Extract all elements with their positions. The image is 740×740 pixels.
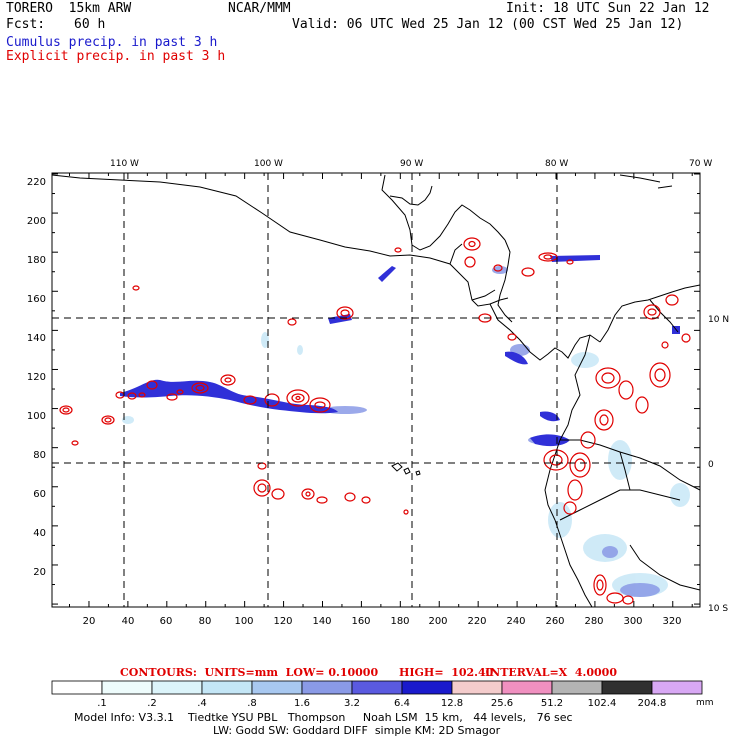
cumulus-heavy-areas (120, 255, 680, 447)
lon-label: 110 W (110, 159, 139, 169)
legend-label: 25.6 (491, 698, 513, 709)
x-tick-label: 200 (428, 616, 447, 627)
legend-label: 6.4 (394, 698, 410, 709)
model-info: Model Info: V3.3.1 Tiedtke YSU PBL Thomp… (74, 711, 573, 724)
x-tick-label: 120 (273, 616, 292, 627)
x-tick-labels: 20 40 60 80 100 120 140 160 180 200 220 … (83, 616, 682, 627)
x-tick-label: 80 (199, 616, 212, 627)
legend-label: 12.8 (441, 698, 463, 709)
x-tick-label: 300 (623, 616, 642, 627)
x-tick-label: 100 (234, 616, 253, 627)
lon-label: 100 W (254, 159, 283, 169)
y-tick-label: 80 (33, 450, 46, 461)
forecast-label: Fcst: (6, 17, 46, 32)
legend-colorbar (51, 680, 703, 695)
precip-fields (120, 255, 690, 597)
lon-label: 80 W (545, 159, 568, 169)
legend-label: 204.8 (638, 698, 667, 709)
graticule (52, 173, 700, 607)
cumulus-light-areas (122, 332, 690, 597)
legend-label: .2 (147, 698, 157, 709)
forecast-hour: 60 h (74, 17, 106, 32)
lat-label: 10 N (708, 315, 729, 325)
cumulus-mid-areas (323, 266, 660, 597)
legend-swatch (451, 680, 503, 695)
x-tick-label: 40 (122, 616, 135, 627)
lat-label: 10 S (708, 604, 728, 614)
contour-interval: INTERVAL=X 4.0000 (485, 666, 617, 679)
x-tick-label: 160 (351, 616, 370, 627)
y-tick-label: 100 (27, 411, 46, 422)
y-tick-label: 220 (27, 177, 46, 188)
legend-swatch (51, 680, 103, 695)
x-tick-label: 240 (506, 616, 525, 627)
y-tick-label: 200 (27, 216, 46, 227)
lon-labels: 110 W 100 W 90 W 80 W 70 W (110, 159, 712, 169)
x-tick-label: 320 (662, 616, 681, 627)
map-frame (51, 172, 701, 608)
model-physics: LW: Godd SW: Goddard DIFF simple KM: 2D … (213, 724, 501, 737)
organization: NCAR/MMM (228, 1, 291, 16)
legend-label: 1.6 (294, 698, 310, 709)
y-tick-labels: 220 200 180 160 140 120 100 80 60 40 20 (27, 177, 46, 578)
legend-label: 3.2 (344, 698, 360, 709)
x-tick-label: 60 (160, 616, 173, 627)
y-tick-label: 60 (33, 489, 46, 500)
legend-swatch (551, 680, 603, 695)
lon-label: 90 W (400, 159, 423, 169)
legend-swatch (351, 680, 403, 695)
model-name: TORERO 15km ARW (6, 1, 132, 16)
x-tick-label: 260 (545, 616, 564, 627)
legend-unit: mm (696, 698, 714, 708)
legend-swatch (151, 680, 203, 695)
legend-swatch (401, 680, 453, 695)
legend-swatch (201, 680, 253, 695)
x-tick-label: 20 (83, 616, 96, 627)
axis-ticks (52, 173, 700, 607)
y-tick-label: 160 (27, 294, 46, 305)
contour-units: CONTOURS: UNITS=mm LOW= 0.10000 (120, 666, 379, 679)
legend-swatch (301, 680, 353, 695)
y-tick-label: 120 (27, 372, 46, 383)
x-tick-label: 180 (390, 616, 409, 627)
lat-labels: 10 N 0 10 S (708, 315, 729, 614)
y-tick-label: 180 (27, 255, 46, 266)
legend-label: 102.4 (588, 698, 617, 709)
x-tick-label: 220 (467, 616, 486, 627)
init-time: Init: 18 UTC Sun 22 Jan 12 (506, 1, 710, 16)
legend-swatch (251, 680, 303, 695)
y-tick-label: 20 (33, 567, 46, 578)
legend-swatch (651, 680, 703, 695)
lon-label: 70 W (689, 159, 712, 169)
y-tick-label: 140 (27, 333, 46, 344)
x-tick-label: 140 (312, 616, 331, 627)
legend-swatch (601, 680, 653, 695)
legend-label: .8 (247, 698, 257, 709)
cumulus-precip-label: Cumulus precip. in past 3 h (6, 35, 218, 50)
valid-time: Valid: 06 UTC Wed 25 Jan 12 (00 CST Wed … (292, 17, 684, 32)
explicit-precip-label: Explicit precip. in past 3 h (6, 49, 226, 64)
legend-swatch (501, 680, 553, 695)
legend-label: 51.2 (541, 698, 563, 709)
legend-label: .4 (197, 698, 207, 709)
legend-label: .1 (97, 698, 107, 709)
contour-high: HIGH= 102.40 (399, 666, 494, 679)
legend-labels: .1 .2 .4 .8 1.6 3.2 6.4 12.8 25.6 51.2 102.4 204.8 (97, 698, 666, 709)
y-tick-label: 40 (33, 528, 46, 539)
lat-label: 0 (708, 460, 714, 470)
coastlines (51, 174, 701, 608)
legend-swatch (101, 680, 153, 695)
x-tick-label: 280 (584, 616, 603, 627)
